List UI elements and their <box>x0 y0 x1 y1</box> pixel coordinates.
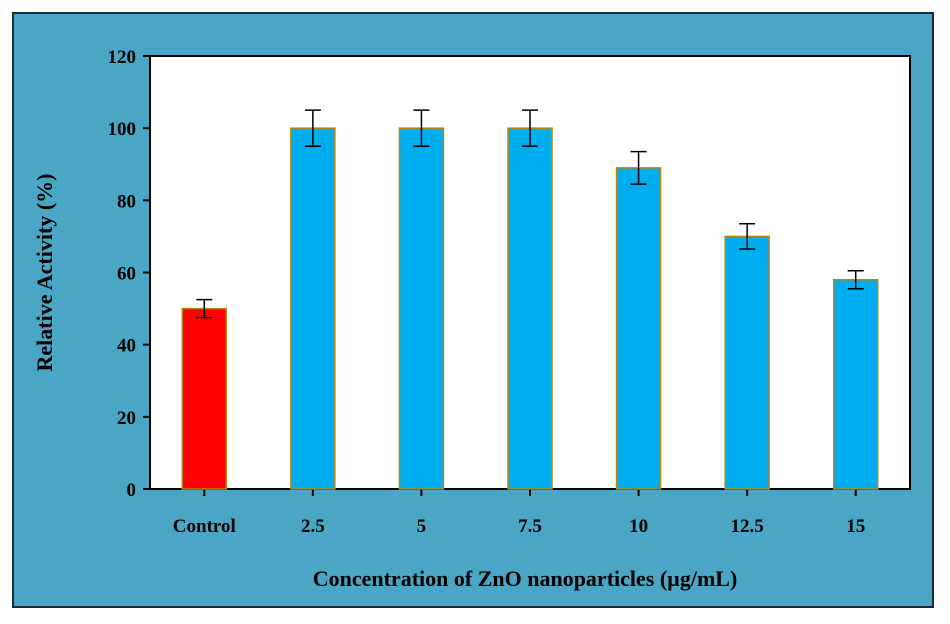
error-bar <box>847 269 864 290</box>
y-tick-label: 60 <box>117 264 136 285</box>
bar-5 <box>398 127 445 490</box>
error-bar <box>630 150 647 185</box>
x-tick-label: 10 <box>629 516 648 537</box>
x-tick-label: 7.5 <box>518 516 542 537</box>
y-tick-label: 100 <box>108 119 137 140</box>
error-bar <box>739 223 756 250</box>
y-tick-label: 40 <box>117 336 136 357</box>
bar-2-5 <box>290 127 336 490</box>
error-bar <box>522 109 538 147</box>
x-tick-label: 5 <box>417 516 427 537</box>
bar-7-5 <box>507 127 553 490</box>
y-axis-title: Relative Activity (%) <box>32 174 57 372</box>
error-bar <box>304 109 321 147</box>
x-axis-title: Concentration of ZnO nanoparticles (µg/m… <box>313 566 738 591</box>
y-tick-label: 20 <box>117 408 136 429</box>
x-axis: Control 2.5 5 7.5 10 12.5 15 <box>173 489 865 537</box>
bar-control <box>181 307 228 490</box>
x-tick-label: 2.5 <box>301 516 325 537</box>
x-tick-label: Control <box>173 516 236 537</box>
x-tick-label: 15 <box>846 516 865 537</box>
bar-12-5 <box>724 235 770 490</box>
error-bar <box>413 109 430 147</box>
error-bar <box>196 298 213 319</box>
bars <box>181 127 879 490</box>
error-bars <box>196 109 864 319</box>
y-tick-label: 120 <box>108 47 137 68</box>
x-tick-label: 12.5 <box>731 516 764 537</box>
bar-15 <box>832 278 879 490</box>
y-tick-label: 80 <box>117 191 136 212</box>
bar-10 <box>615 167 662 490</box>
y-axis: 0 20 40 60 80 100 120 <box>108 47 150 501</box>
y-tick-label: 0 <box>127 480 137 501</box>
